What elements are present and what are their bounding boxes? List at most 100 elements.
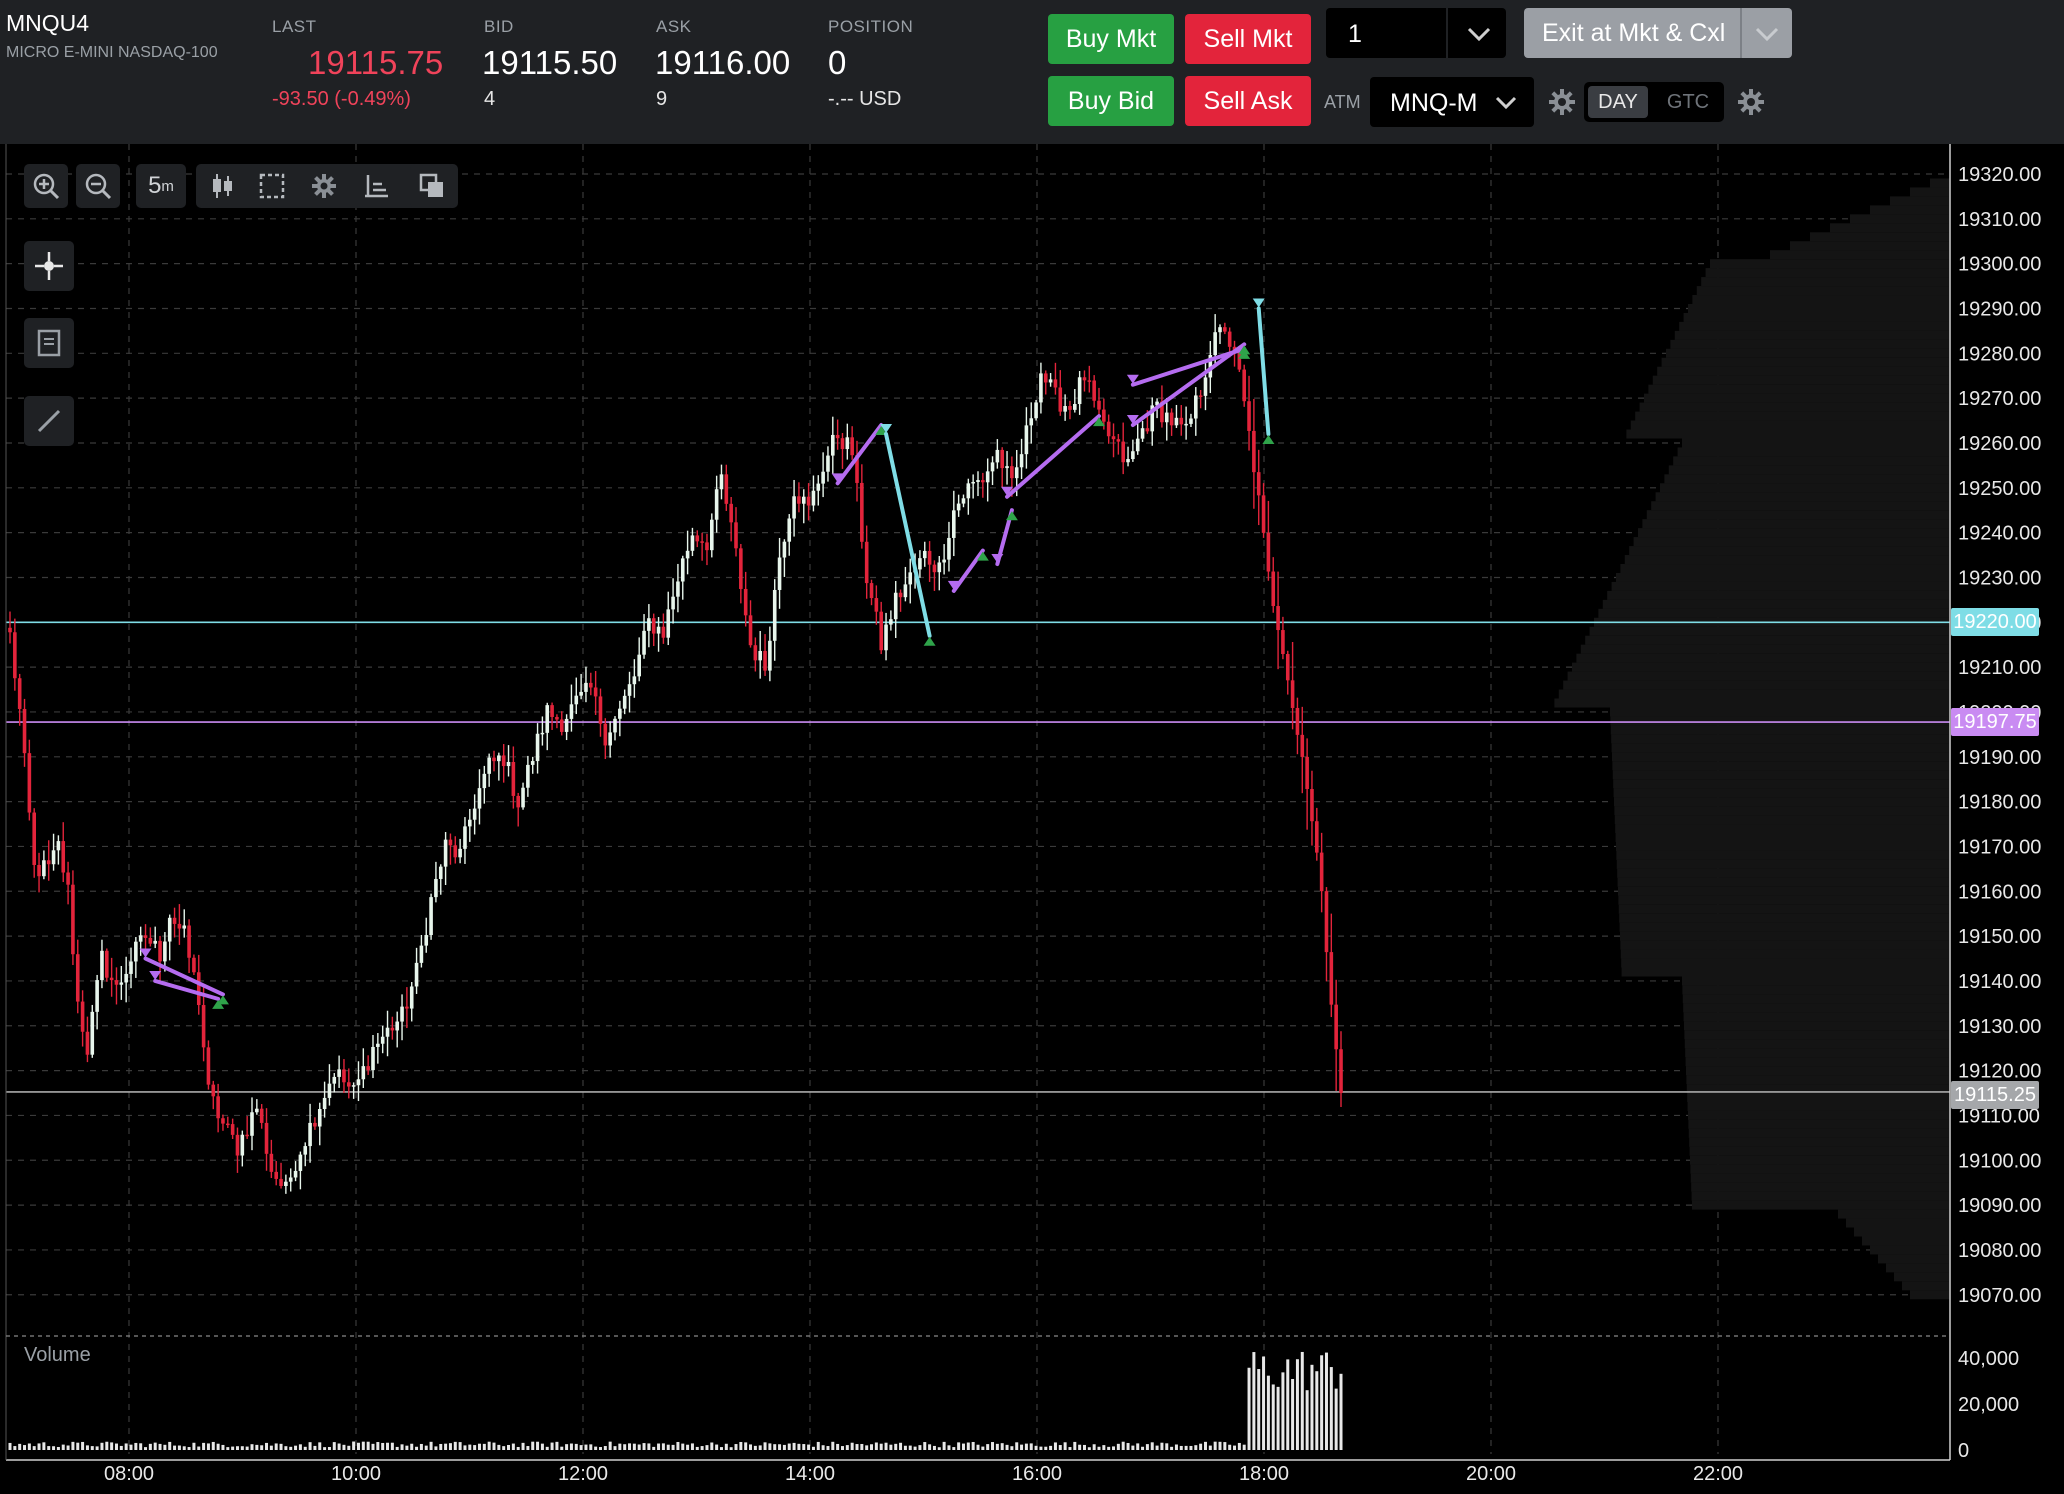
- select-area-button[interactable]: [250, 164, 294, 208]
- candle-body: [226, 1123, 230, 1126]
- instrument-symbol[interactable]: MNQU4: [6, 10, 90, 36]
- volume-profile-bar: [1624, 555, 1950, 565]
- gear-icon[interactable]: [1737, 88, 1765, 116]
- candle-body: [772, 589, 777, 641]
- volume-bar: [458, 1442, 462, 1450]
- candle-body: [1082, 377, 1087, 381]
- candle-body: [250, 1112, 254, 1136]
- candle-body: [714, 489, 719, 520]
- volume-profile-bar: [1682, 976, 1950, 986]
- candle-body: [1310, 789, 1314, 822]
- volume-bar: [753, 1445, 757, 1450]
- candle-body: [530, 761, 535, 765]
- tif-gtc-option[interactable]: GTC: [1666, 91, 1710, 113]
- quantity-input[interactable]: 1: [1326, 8, 1506, 58]
- crosshair-button[interactable]: [24, 241, 74, 291]
- volume-profile-bar: [1616, 841, 1950, 851]
- volume-profile-bar: [1621, 958, 1950, 968]
- exit-at-mkt-button[interactable]: Exit at Mkt & Cxl: [1542, 19, 1726, 47]
- volume-bar: [424, 1445, 428, 1450]
- volume-bar: [202, 1442, 206, 1450]
- chevron-down-icon[interactable]: [1466, 26, 1492, 42]
- volume-bar: [1247, 1367, 1251, 1450]
- select-area-icon: [259, 173, 285, 199]
- trade-marker-buy: [1238, 345, 1251, 355]
- candle-body: [192, 957, 196, 973]
- candle-body: [85, 1031, 90, 1055]
- chart-type-button[interactable]: [200, 164, 244, 208]
- sell-mkt-button[interactable]: Sell Mkt: [1185, 14, 1311, 64]
- volume-bar: [110, 1442, 114, 1450]
- candle-body: [1068, 406, 1072, 410]
- candle-body: [1300, 734, 1305, 757]
- volume-profile-bar: [1684, 1039, 1950, 1049]
- volume-profile-bar: [1633, 537, 1950, 547]
- volume-bar: [386, 1442, 390, 1450]
- notes-button[interactable]: [24, 318, 74, 368]
- candle-body: [801, 496, 806, 504]
- atm-select[interactable]: MNQ-M: [1370, 77, 1534, 127]
- volume-bar: [8, 1442, 12, 1450]
- volume-profile-bar: [1646, 510, 1950, 520]
- chart-canvas[interactable]: 19320.00 19310.00 19300.00 19290.00 19280.00…: [0, 144, 2064, 1494]
- candle-body: [724, 474, 729, 504]
- candle-body: [831, 434, 835, 456]
- buy-mkt-button[interactable]: Buy Mkt: [1048, 14, 1174, 64]
- candle-body: [356, 1079, 361, 1086]
- candle-body: [603, 723, 608, 746]
- volume-profile-bar: [1870, 1245, 1950, 1255]
- indicators-button[interactable]: [354, 164, 398, 208]
- volume-bar: [618, 1443, 622, 1450]
- buy-bid-button[interactable]: Buy Bid: [1048, 76, 1174, 126]
- templates-button[interactable]: [410, 164, 454, 208]
- volume-bar: [884, 1442, 888, 1450]
- volume-bar: [937, 1447, 941, 1450]
- volume-bar: [1034, 1445, 1038, 1450]
- volume-bar: [700, 1446, 704, 1450]
- volume-bar: [415, 1446, 419, 1450]
- candle-body: [840, 438, 845, 450]
- price-chart[interactable]: 19320.00 19310.00 19300.00 19290.00 19280.00…: [0, 144, 2064, 1494]
- candle-body: [1029, 418, 1034, 426]
- trade-marker-buy: [875, 426, 888, 436]
- volume-bar: [235, 1446, 239, 1450]
- candle-body: [710, 519, 714, 551]
- tif-day-option[interactable]: DAY: [1588, 86, 1648, 118]
- candle-body: [1116, 439, 1121, 442]
- volume-bar: [95, 1446, 99, 1450]
- candle-body: [8, 627, 12, 633]
- candle-body: [337, 1069, 341, 1077]
- volume-profile-bar: [1655, 492, 1950, 502]
- candle-body: [1087, 380, 1092, 382]
- zoom-in-button[interactable]: [24, 164, 68, 208]
- draw-line-button[interactable]: [24, 396, 74, 446]
- gear-icon[interactable]: [1548, 88, 1576, 116]
- volume-bar: [279, 1443, 283, 1450]
- volume-bar: [477, 1443, 481, 1450]
- sell-ask-button[interactable]: Sell Ask: [1185, 76, 1311, 126]
- volume-bar: [744, 1442, 748, 1450]
- candle-body: [981, 480, 985, 483]
- chart-settings-button[interactable]: [302, 164, 346, 208]
- volume-bar: [1257, 1369, 1261, 1450]
- candle-body: [574, 695, 579, 705]
- candle-body: [66, 872, 70, 885]
- volume-bar: [1262, 1356, 1266, 1450]
- candle-body: [134, 941, 138, 962]
- candle-body: [932, 564, 937, 573]
- candle-body: [555, 716, 559, 720]
- volume-bar: [715, 1444, 719, 1450]
- volume-bar: [850, 1442, 854, 1450]
- candle-body: [472, 808, 477, 820]
- chevron-down-icon[interactable]: [1754, 26, 1780, 42]
- candle-body: [1203, 377, 1208, 396]
- volume-profile-bar: [1685, 1057, 1950, 1067]
- volume-bar: [1116, 1443, 1120, 1450]
- volume-bar: [303, 1446, 307, 1450]
- zoom-out-button[interactable]: [76, 164, 120, 208]
- volume-bar: [1276, 1386, 1280, 1450]
- candle-body: [792, 496, 796, 519]
- volume-profile-bar: [1894, 1272, 1950, 1282]
- candle-body: [172, 917, 177, 924]
